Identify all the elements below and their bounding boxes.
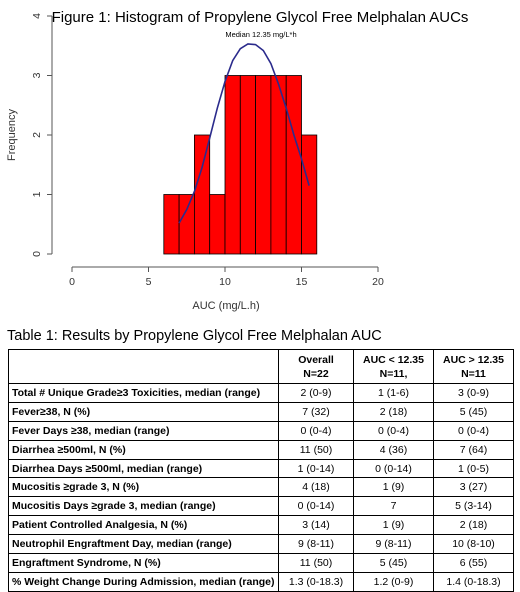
y-axis-label: Frequency [6,109,18,161]
histogram-bar [209,194,226,255]
histogram-bar [301,134,318,255]
cell-value: 7 (32) [278,401,354,422]
table-row: Engraftment Syndrome, N (%) 11 (50) 5 (45)… [8,553,514,573]
cell-value: 1.4 (0-18.3) [433,571,514,592]
results-table: Overall N=22 AUC < 12.35 N=11, AUC > 12.35 N=… [8,349,514,592]
row-label: Mucositis Days ≥grade 3, median (range) [8,496,279,517]
table-row: Diarrhea Days ≥500ml, median (range) 1 (0… [8,458,514,479]
y-tick-label: 0 [31,251,43,257]
cell-value: 9 (8-11) [353,534,434,555]
histogram-bar [239,75,257,255]
median-annotation: Median 12.35 mg/L*h [225,30,296,39]
x-tick-label: 5 [146,276,152,288]
row-label: Total # Unique Grade≥3 Toxicities, media… [8,383,279,403]
row-label: Diarrhea ≥500ml, N (%) [8,439,279,460]
table-row: Neutrophil Engraftment Day, median (rang… [8,534,514,555]
column-header-2: AUC < 12.35 N=11, [353,349,434,384]
table-title: Table 1: Results by Propylene Glycol Fre… [7,328,382,344]
cell-value: 5 (3-14) [433,496,514,517]
cell-value: 5 (45) [433,401,514,422]
cell-value: 1.3 (0-18.3) [278,571,354,592]
cell-value: 2 (18) [353,401,434,422]
cell-value: 1.2 (0-9) [353,571,434,592]
table-row: Mucositis Days ≥grade 3, median (range) 0… [8,496,514,517]
cell-value: 3 (27) [433,477,514,498]
density-curve-group [178,43,310,224]
y-tick-label: 3 [31,72,43,78]
y-axis: 0 1 2 3 4 [31,13,53,257]
column-header-line1: AUC > 12.35 [443,353,504,366]
cell-value: 4 (18) [278,477,354,498]
y-tick-label: 4 [31,13,43,19]
column-header-line2: N=11 [461,367,486,380]
cell-value: 9 (8-11) [278,534,354,555]
figure-title: Figure 1: Histogram of Propylene Glycol … [52,9,469,26]
histogram-bar [178,194,195,255]
row-label: Fever≥38, N (%) [8,401,279,422]
table-body: Total # Unique Grade≥3 Toxicities, media… [8,383,514,592]
histogram-bars [163,75,318,255]
table-row: Patient Controlled Analgesia, N (%) 3 (14… [8,515,514,536]
cell-value: 5 (45) [353,553,434,573]
cell-value: 11 (50) [278,439,354,460]
x-tick-label: 0 [69,276,75,288]
cell-value: 3 (14) [278,515,354,536]
cell-value: 0 (0-14) [278,496,354,517]
cell-value: 0 (0-14) [353,458,434,479]
table-row: % Weight Change During Admission, median… [8,571,514,592]
cell-value: 0 (0-4) [353,420,434,441]
table-row: Mucositis ≥grade 3, N (%) 4 (18) 1 (9) 3 (2… [8,477,514,498]
cell-value: 7 [353,496,434,517]
table-row: Fever≥38, N (%) 7 (32) 2 (18) 5 (45) [8,401,514,422]
y-tick-label: 2 [31,132,43,138]
cell-value: 11 (50) [278,553,354,573]
cell-value: 1 (9) [353,477,434,498]
cell-value: 7 (64) [433,439,514,460]
table-row: Diarrhea ≥500ml, N (%) 11 (50) 4 (36) 7 (64… [8,439,514,460]
cell-value: 6 (55) [433,553,514,573]
column-header-line2: N=11, [379,367,408,380]
x-tick-label: 20 [372,276,384,288]
y-tick-label: 1 [31,191,43,197]
cell-value: 2 (18) [433,515,514,536]
cell-value: 4 (36) [353,439,434,460]
density-curve [178,43,310,224]
row-label: % Weight Change During Admission, median… [8,571,279,592]
cell-value: 2 (0-9) [278,383,354,403]
cell-value: 1 (0-14) [278,458,354,479]
table-header-row: Overall N=22 AUC < 12.35 N=11, AUC > 12.35 N=… [8,349,514,384]
row-label: Diarrhea Days ≥500ml, median (range) [8,458,279,479]
row-label: Engraftment Syndrome, N (%) [8,553,279,573]
cell-value: 10 (8-10) [433,534,514,555]
x-tick-label: 10 [219,276,231,288]
row-label: Neutrophil Engraftment Day, median (rang… [8,534,279,555]
histogram-bar [285,75,302,255]
histogram-bar [255,75,272,255]
cell-value: 3 (0-9) [433,383,514,403]
cell-value: 0 (0-4) [278,420,354,441]
histogram-bar [193,134,211,255]
column-header-0 [8,349,279,384]
column-header-line1: Overall [298,353,334,366]
row-label: Fever Days ≥38, median (range) [8,420,279,441]
cell-value: 1 (1-6) [353,383,434,403]
x-axis: 0 5 10 15 20 [69,266,384,288]
histogram-bar [224,75,241,255]
x-axis-label: AUC (mg/L.h) [192,300,259,312]
column-header-1: Overall N=22 [278,349,354,384]
row-label: Mucositis ≥grade 3, N (%) [8,477,279,498]
column-header-line1: AUC < 12.35 [363,353,424,366]
histogram-bar [163,194,180,255]
histogram-figure: Figure 1: Histogram of Propylene Glycol … [6,9,469,312]
cell-value: 1 (0-5) [433,458,514,479]
table-row: Fever Days ≥38, median (range) 0 (0-4) 0 (… [8,420,514,441]
cell-value: 0 (0-4) [433,420,514,441]
column-header-3: AUC > 12.35 N=11 [433,349,514,384]
x-tick-label: 15 [296,276,308,288]
cell-value: 1 (9) [353,515,434,536]
column-header-line2: N=22 [303,367,329,380]
row-label: Patient Controlled Analgesia, N (%) [8,515,279,536]
table-row: Total # Unique Grade≥3 Toxicities, media… [8,383,514,403]
